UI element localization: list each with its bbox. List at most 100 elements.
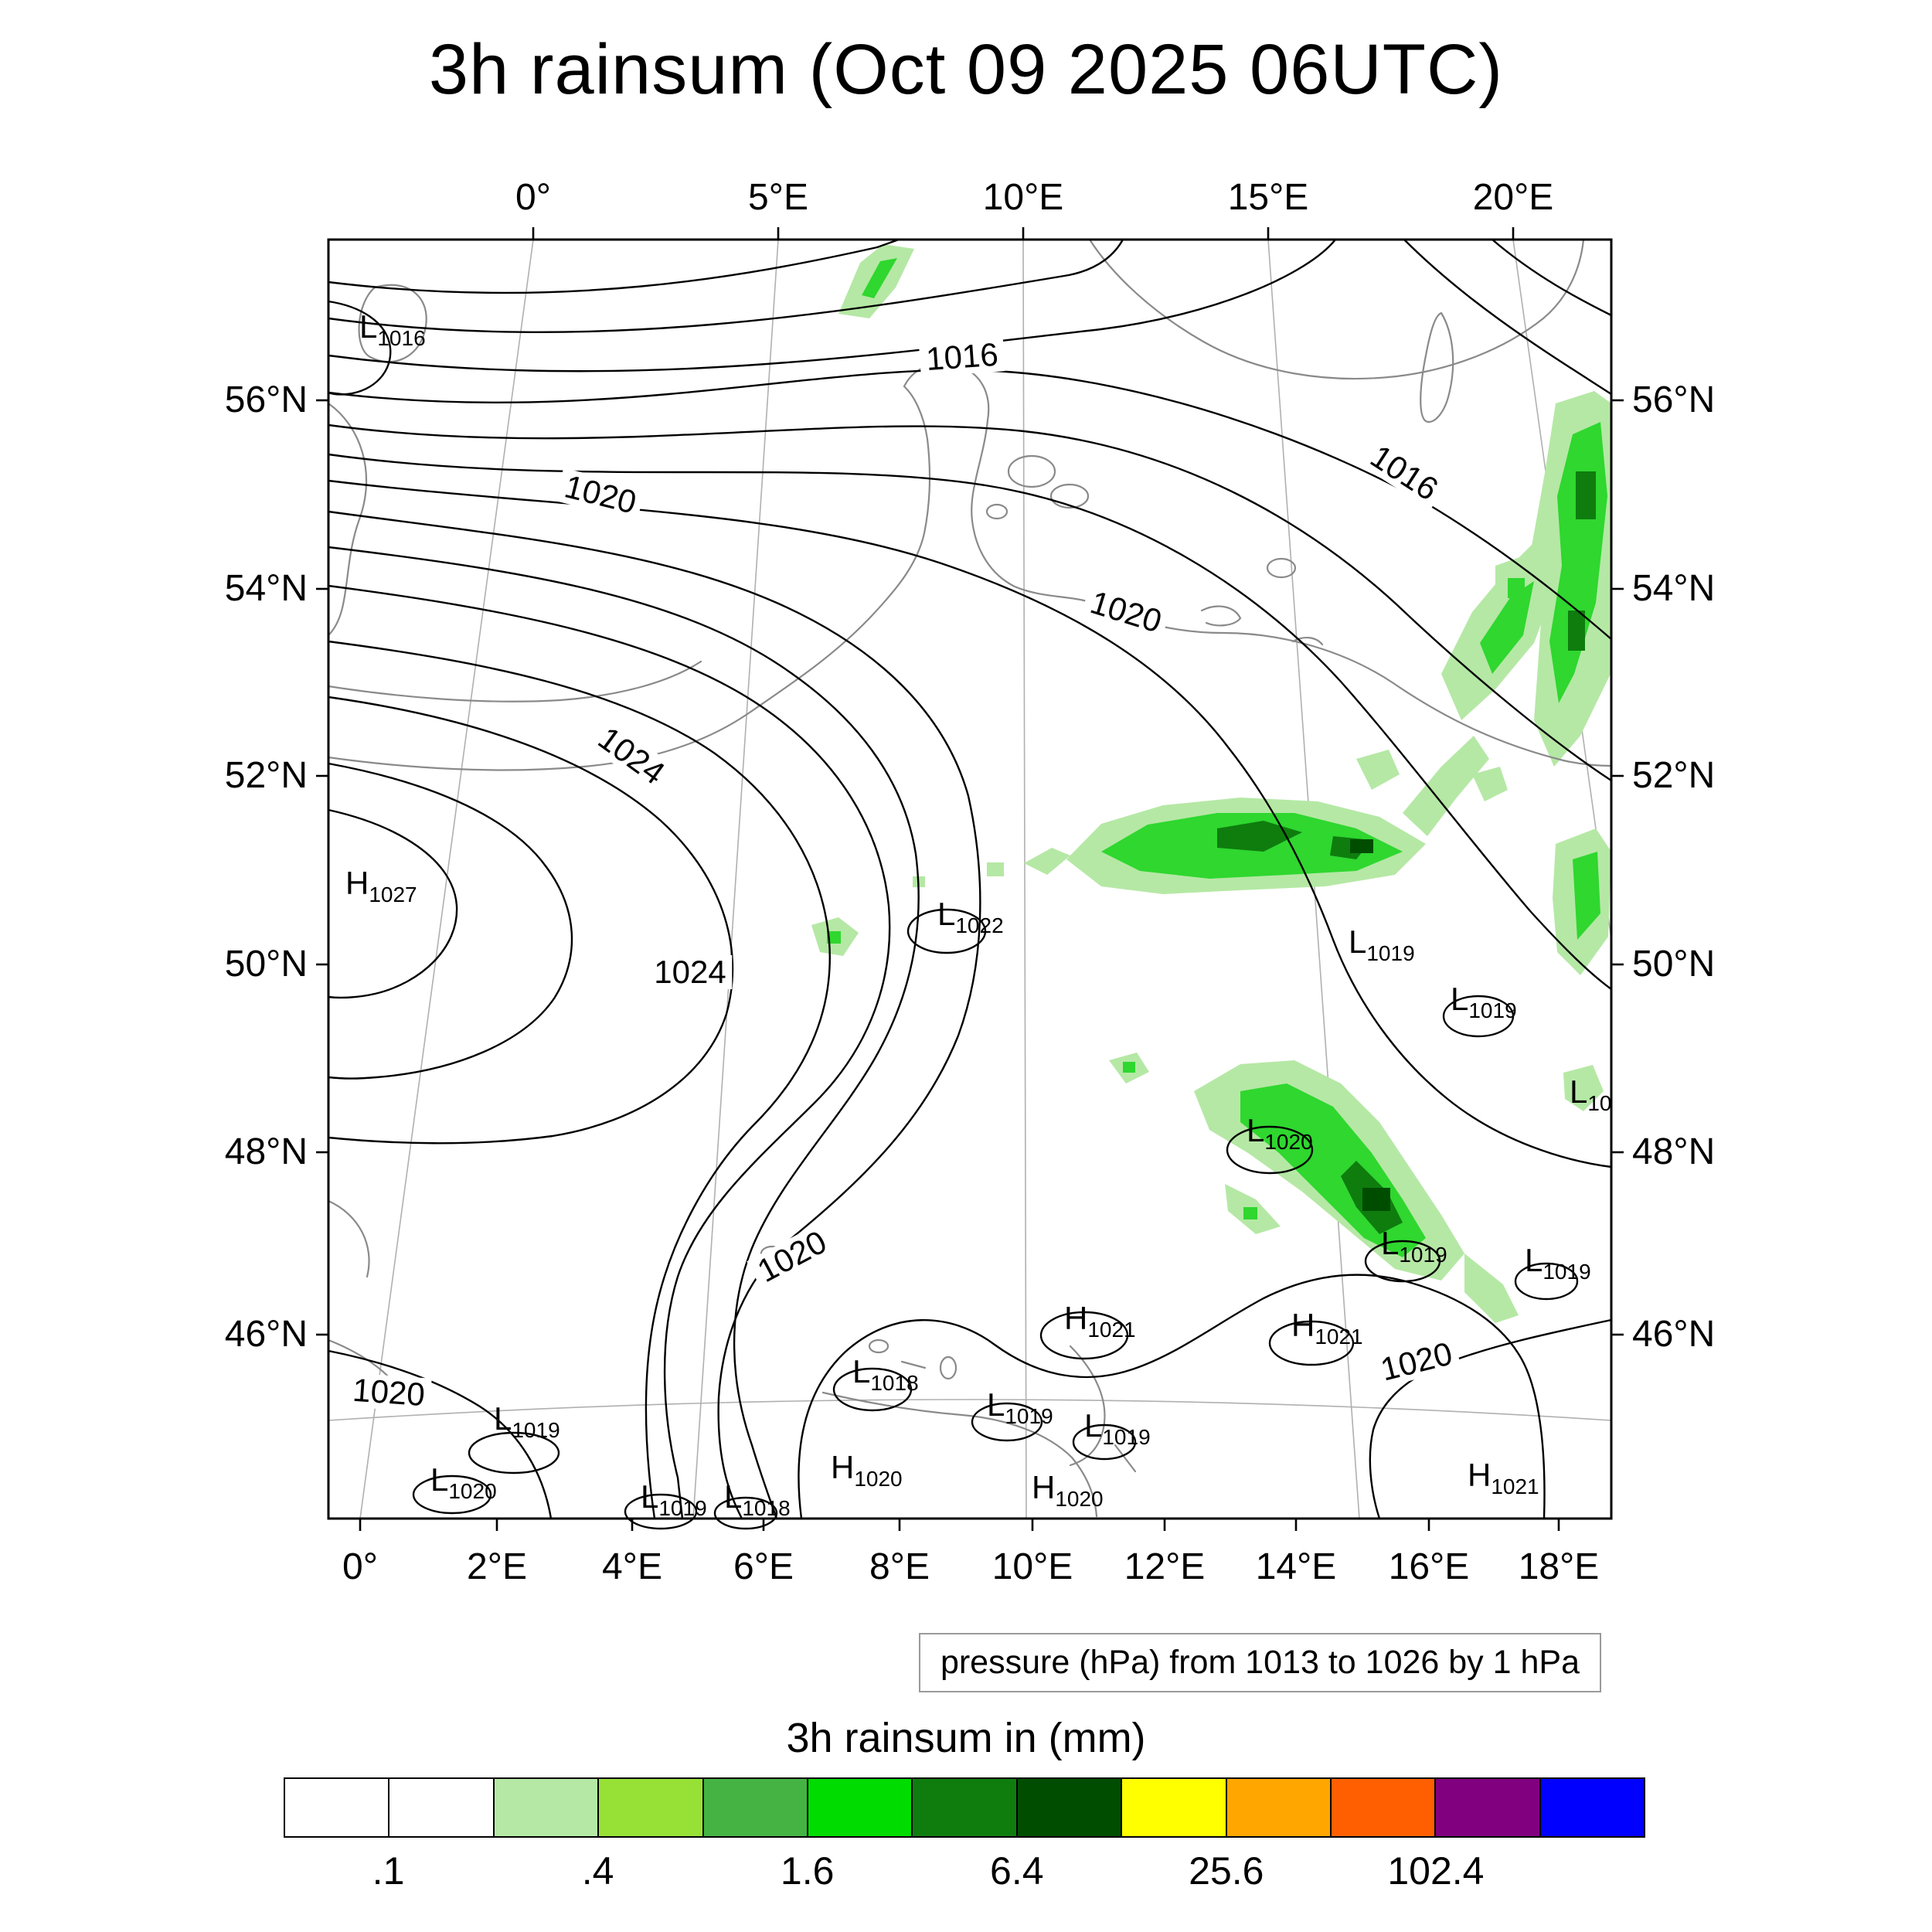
colorbar-segment	[806, 1777, 913, 1838]
colorbar-tick-labels: .1 .4 1.6 6.4 25.6 102.4	[284, 1849, 1645, 1895]
pressure-center-value: 1020	[1055, 1487, 1104, 1511]
contour-label: 1024	[648, 954, 733, 990]
axis-label-left: 56°N	[224, 379, 308, 420]
axis-label-right: 56°N	[1632, 379, 1716, 420]
pressure-center-letter: H	[1032, 1469, 1056, 1505]
colorbar-tick-label: 25.6	[1189, 1849, 1264, 1893]
colorbar-tick-label: 6.4	[990, 1849, 1044, 1893]
colorbar-tick-label: 102.4	[1387, 1849, 1485, 1893]
pressure-center-value: 1019	[1399, 1243, 1447, 1267]
pressure-center-label: L1018	[852, 1353, 919, 1394]
pressure-center-letter: L	[1570, 1073, 1588, 1110]
pressure-center-label: L1019	[987, 1386, 1053, 1427]
pressure-center-label: L1020	[430, 1461, 497, 1502]
axis-label-bottom: 14°E	[1255, 1546, 1337, 1587]
axis-label-right: 46°N	[1632, 1314, 1716, 1355]
pressure-center-label: H1020	[1032, 1469, 1104, 1510]
contour-label: 1020	[555, 468, 646, 522]
pressure-center-letter: L	[852, 1353, 871, 1389]
pressure-center-label: L1018	[724, 1478, 791, 1519]
pressure-center-value: 1016	[377, 326, 426, 350]
map-canvas	[316, 227, 1624, 1531]
pressure-center-letter: L	[1525, 1242, 1543, 1278]
pressure-center-value: 1019	[658, 1496, 707, 1519]
pressure-center-letter: H	[1291, 1307, 1315, 1343]
pressure-center-label: L1020	[1247, 1112, 1313, 1153]
pressure-center-letter: H	[831, 1449, 855, 1485]
axis-label-left: 48°N	[224, 1131, 308, 1172]
colorbar-tick-label: .1	[372, 1849, 405, 1893]
contour-label: 1020	[1080, 583, 1172, 641]
pressure-center-letter: L	[641, 1478, 659, 1515]
pressure-center-value: 1019	[1468, 998, 1517, 1022]
axis-label-left: 52°N	[224, 755, 308, 796]
pressure-center-value: 1021	[1315, 1325, 1363, 1349]
map-label-layer: L1016 H1027 L1022 L1019 L1019 L10 L1020 L1019 L1…	[328, 240, 1611, 1519]
axis-label-top: 10°E	[982, 177, 1064, 218]
colorbar-segment	[492, 1777, 600, 1838]
pressure-center-letter: L	[1381, 1225, 1400, 1261]
pressure-center-label: H1021	[1291, 1307, 1363, 1348]
contour-label: 1020	[1371, 1335, 1462, 1389]
axis-label-bottom: 16°E	[1388, 1546, 1470, 1587]
pressure-center-letter: L	[1349, 923, 1367, 960]
weather-map: L1016 H1027 L1022 L1019 L1019 L10 L1020 L1019 L1…	[316, 227, 1624, 1531]
colorbar-segment	[1434, 1777, 1541, 1838]
pressure-center-label: L1019	[1451, 981, 1517, 1022]
pressure-center-label: L1022	[937, 898, 1004, 937]
pressure-center-letter: H	[1468, 1457, 1492, 1493]
pressure-center-letter: L	[1247, 1112, 1265, 1148]
coastlines	[327, 238, 1613, 1518]
colorbar-segment	[388, 1777, 495, 1838]
axis-label-left: 54°N	[224, 568, 308, 609]
colorbar-title: 3h rainsum in (mm)	[786, 1715, 1146, 1761]
colorbar-segment	[1539, 1777, 1646, 1838]
pressure-center-value: 1020	[854, 1467, 903, 1491]
pressure-center-value: 10	[1587, 1091, 1611, 1115]
pressure-center-letter: L	[1451, 981, 1469, 1017]
page-title: 3h rainsum (Oct 09 2025 06UTC)	[428, 30, 1504, 109]
pressure-center-label: L1019	[494, 1403, 560, 1441]
axis-label-bottom: 10°E	[992, 1546, 1073, 1587]
pressure-center-letter: L	[1084, 1407, 1103, 1444]
pressure-caption: pressure (hPa) from 1013 to 1026 by 1 hP…	[918, 1633, 1601, 1692]
pressure-center-value: 1018	[870, 1371, 919, 1395]
pressure-center-value: 1019	[1543, 1260, 1591, 1284]
axis-label-right: 48°N	[1632, 1131, 1716, 1172]
axis-label-top: 20°E	[1472, 177, 1554, 218]
pressure-center-label: H1020	[831, 1449, 903, 1490]
contour-label: 1016	[1359, 435, 1449, 511]
map-frame	[327, 238, 1613, 1520]
contour-label: 1016	[918, 336, 1006, 377]
pressure-center-value: 1021	[1087, 1318, 1136, 1342]
pressure-contours	[327, 238, 1613, 1530]
pressure-center-value: 1019	[512, 1418, 560, 1442]
colorbar-segment	[284, 1777, 390, 1838]
colorbar-segment	[597, 1777, 704, 1838]
axis-label-top: 15°E	[1227, 177, 1309, 218]
pressure-center-value: 1018	[742, 1496, 791, 1519]
axis-label-left: 46°N	[224, 1314, 308, 1355]
axis-label-top: 0°	[515, 177, 551, 218]
pressure-center-label: H1021	[1064, 1300, 1136, 1341]
pressure-center-label: L1019	[641, 1478, 707, 1519]
pressure-center-label: L1019	[1349, 923, 1415, 964]
pressure-center-letter: L	[359, 308, 378, 345]
colorbar-tick-label: .4	[581, 1849, 614, 1893]
pressure-center-value: 1019	[1102, 1425, 1151, 1449]
pressure-center-value: 1020	[448, 1479, 497, 1503]
pressure-center-value: 1020	[1264, 1130, 1313, 1154]
axis-label-right: 54°N	[1632, 568, 1716, 609]
axis-label-bottom: 0°	[342, 1546, 378, 1587]
colorbar-segment	[1121, 1777, 1227, 1838]
pressure-center-letter: L	[430, 1461, 449, 1498]
pressure-center-value: 1027	[369, 883, 417, 906]
pressure-center-letter: L	[987, 1386, 1005, 1423]
pressure-center-letter: H	[1064, 1300, 1088, 1336]
contour-label: 1020	[747, 1221, 838, 1292]
pressure-center-letter: L	[724, 1478, 743, 1515]
colorbar	[284, 1777, 1646, 1838]
axis-label-top: 5°E	[748, 177, 808, 218]
axis-tick-marks	[316, 227, 1624, 1531]
